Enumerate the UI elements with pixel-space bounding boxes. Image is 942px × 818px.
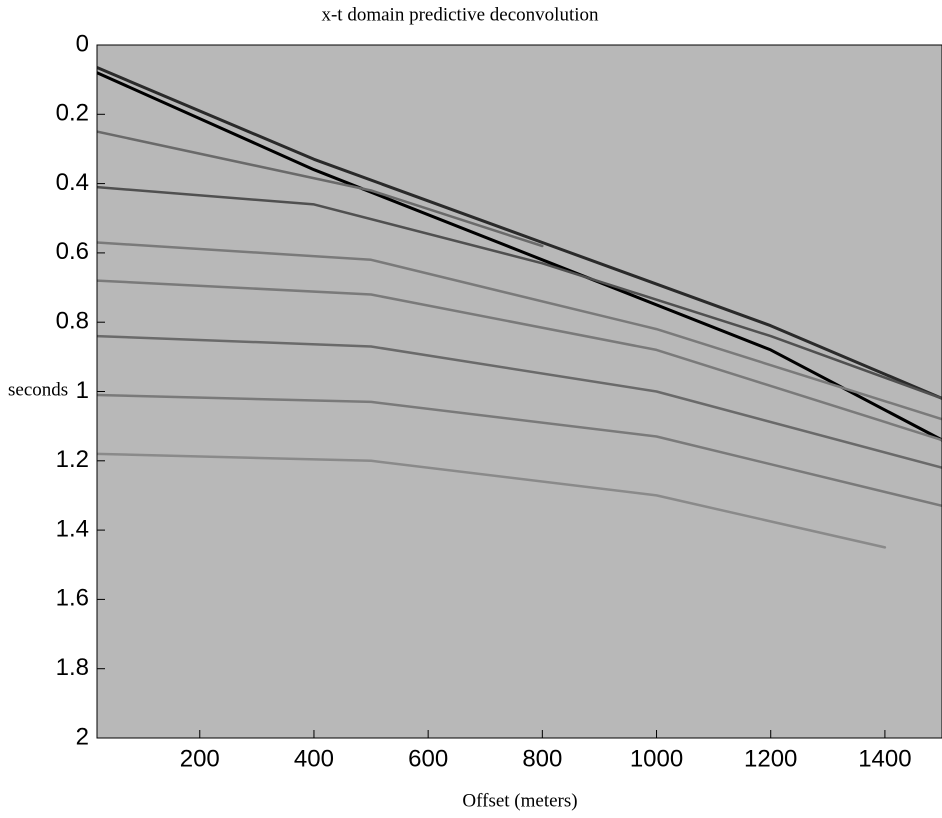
y-tick-label: 1.2	[56, 446, 89, 473]
x-tick-label: 600	[408, 745, 448, 772]
y-tick-label: 2	[76, 723, 89, 750]
reflection-event	[97, 66, 942, 400]
y-tick-label: 1	[76, 377, 89, 404]
reflection-event	[97, 452, 887, 549]
reflection-event	[97, 279, 942, 442]
y-axis-label: seconds	[8, 379, 68, 400]
y-tick-label: 0.2	[56, 100, 89, 127]
y-tick-label: 0.4	[56, 169, 89, 196]
x-tick-label: 400	[294, 745, 334, 772]
x-tick-label: 1400	[858, 745, 911, 772]
y-tick-label: 1.8	[56, 654, 89, 681]
y-tick-label: 1.4	[56, 515, 89, 542]
x-tick-label: 800	[522, 745, 562, 772]
x-axis-label: Offset (meters)	[462, 790, 577, 811]
x-tick-label: 1000	[630, 745, 683, 772]
reflection-event	[97, 393, 942, 508]
y-tick-label: 1.6	[56, 585, 89, 612]
x-tick-label: 1200	[744, 745, 797, 772]
reflection-event	[97, 71, 942, 442]
y-tick-label: 0.8	[56, 308, 89, 335]
chart-title: x-t domain predictive deconvolution	[321, 4, 599, 25]
x-tick-label: 200	[180, 745, 220, 772]
reflection-event	[97, 130, 544, 248]
y-tick-label: 0	[76, 30, 89, 57]
reflection-event	[97, 334, 942, 469]
plot-frame	[96, 44, 942, 739]
reflection-event	[97, 241, 942, 421]
reflection-event	[97, 185, 942, 400]
y-tick-label: 0.6	[56, 238, 89, 265]
plot-area	[96, 44, 942, 739]
